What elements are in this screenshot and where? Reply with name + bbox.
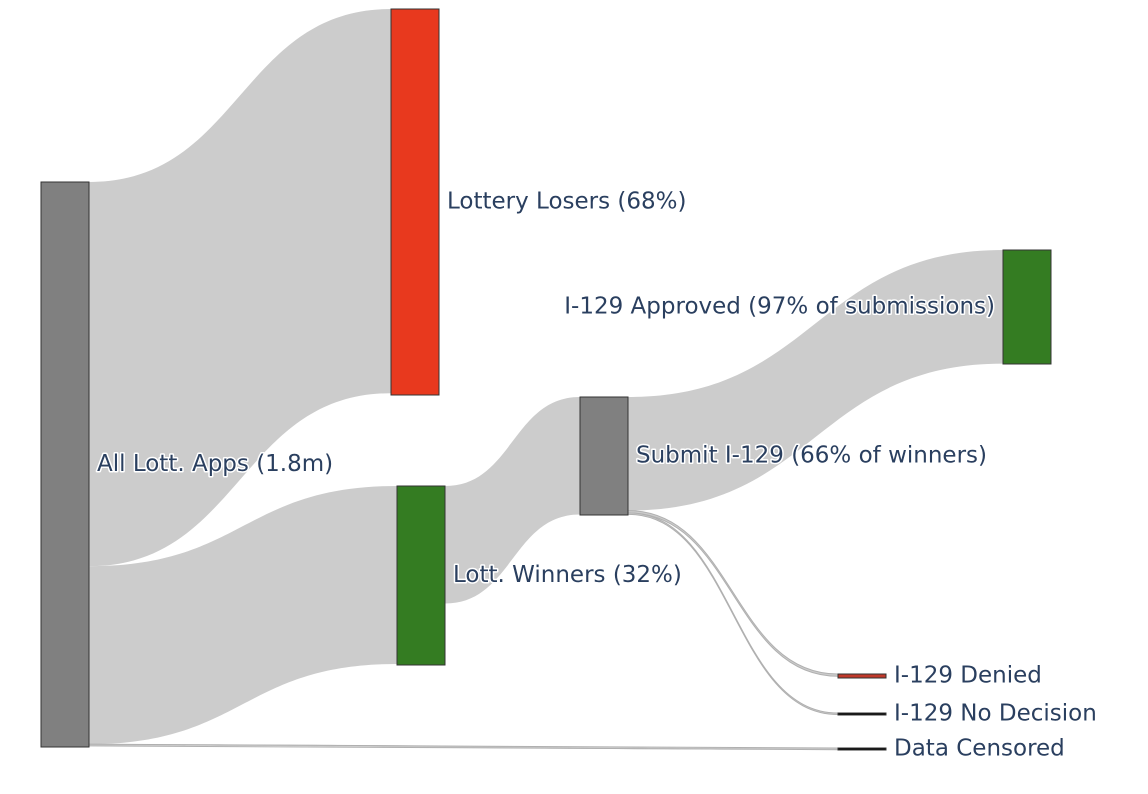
sankey-link-all-to-losers xyxy=(89,9,391,567)
sankey-link-all-to-winners xyxy=(89,486,397,745)
sankey-link-winners-to-submit xyxy=(445,397,580,604)
sankey-label-denied: I-129 Denied xyxy=(894,663,1042,689)
sankey-node-winners xyxy=(396,485,446,666)
sankey-label-submit: Submit I-129 (66% of winners) xyxy=(636,443,987,469)
sankey-label-nodecision: I-129 No Decision xyxy=(894,701,1097,727)
sankey-node-losers xyxy=(390,8,440,396)
sankey-node-approved xyxy=(1002,249,1052,365)
sankey-link-all-to-censored xyxy=(88,743,839,751)
sankey-nodes: All Lott. Apps (1.8m) Lottery Losers (68%… xyxy=(40,8,1098,763)
sankey-node-nodecision xyxy=(837,712,887,716)
sankey-label-losers: Lottery Losers (68%) xyxy=(447,189,686,215)
sankey-label-all: All Lott. Apps (1.8m) xyxy=(97,451,333,477)
sankey-label-winners: Lott. Winners (32%) xyxy=(453,562,682,588)
sankey-links xyxy=(88,9,1003,751)
sankey-link-submit-to-approved xyxy=(628,250,1003,511)
sankey-link-submit-to-denied xyxy=(627,510,839,677)
sankey-node-censored xyxy=(837,747,887,751)
sankey-node-all xyxy=(40,181,90,748)
sankey-link-submit-to-nodecision xyxy=(627,512,839,716)
sankey-node-submit xyxy=(579,396,629,516)
sankey-label-approved: I-129 Approved (97% of submissions) xyxy=(564,294,995,320)
sankey-label-censored: Data Censored xyxy=(894,736,1065,762)
sankey-node-denied xyxy=(837,673,887,679)
